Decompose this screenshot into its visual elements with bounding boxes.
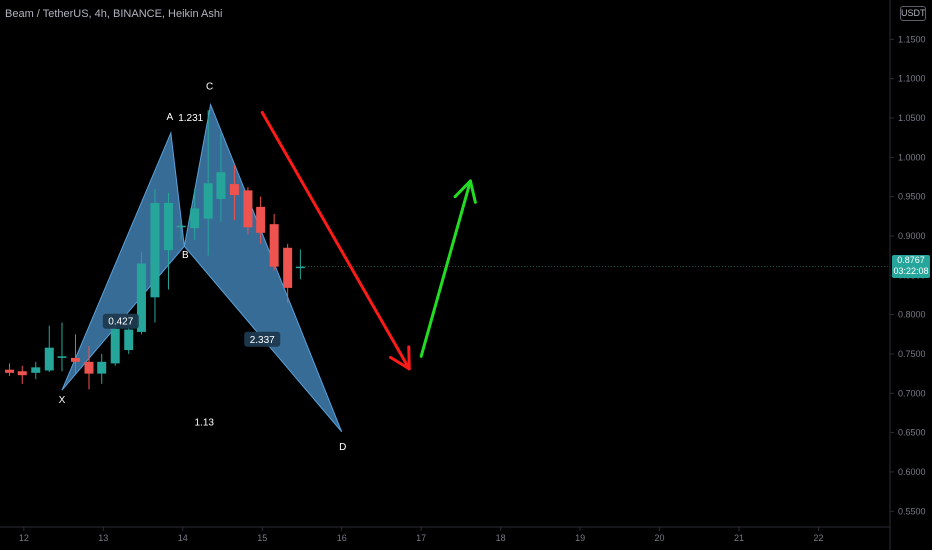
- candle-body: [203, 183, 213, 219]
- time-tick-label: 17: [416, 533, 426, 543]
- time-tick-label: 14: [178, 533, 188, 543]
- candle-body: [295, 266, 305, 269]
- price-tick-label: 1.1000: [898, 74, 926, 84]
- pattern-point-c-label: C: [206, 82, 213, 93]
- ratio-label-box: [102, 313, 139, 329]
- candle-body: [163, 202, 173, 251]
- candle-body: [5, 369, 15, 373]
- down-arrow-head: [388, 345, 411, 371]
- price-tick-label: 1.1500: [898, 34, 926, 44]
- candle-body: [70, 357, 80, 362]
- ratio-label-box: [244, 331, 281, 347]
- candle-body: [229, 184, 239, 196]
- candle-body: [176, 225, 186, 228]
- pattern-point-a-label: A: [167, 112, 174, 123]
- candle-body: [110, 328, 120, 364]
- ratio-label: 2.337: [250, 335, 275, 346]
- candle-body: [17, 371, 27, 376]
- time-tick-label: 12: [19, 533, 29, 543]
- candle-body: [256, 206, 266, 233]
- pattern-annotations: X A B C D 0.427 1.231 2.337 1.13: [59, 82, 347, 453]
- candle-body: [269, 224, 279, 267]
- time-tick-label: 18: [496, 533, 506, 543]
- time-tick-label: 16: [337, 533, 347, 543]
- candle-body: [44, 347, 54, 371]
- price-tick-label: 0.9500: [898, 192, 926, 202]
- candle-body: [84, 361, 94, 374]
- pattern-point-x-label: X: [59, 395, 66, 406]
- candlestick-series: [5, 110, 890, 390]
- time-tick-label: 19: [575, 533, 585, 543]
- ratio-label: 1.13: [194, 417, 214, 428]
- time-tick-label: 22: [813, 533, 823, 543]
- ratio-label: 0.427: [108, 317, 133, 328]
- candle-body: [150, 202, 160, 298]
- time-tick-label: 13: [98, 533, 108, 543]
- candle-body: [243, 190, 253, 228]
- candle-body: [283, 247, 293, 288]
- down-arrow-shaft: [260, 110, 411, 371]
- pattern-point-b-label: B: [182, 250, 189, 261]
- bar-countdown: 03:22:08: [893, 266, 929, 276]
- xabcd-pattern[interactable]: [61, 102, 343, 433]
- time-tick-label: 15: [257, 533, 267, 543]
- pattern-point-d-label: D: [339, 442, 346, 453]
- up-arrow-shaft: [419, 179, 472, 358]
- candle-body: [124, 329, 134, 351]
- price-tick-label: 0.7000: [898, 388, 926, 398]
- pattern-triangle-xab: [61, 131, 185, 391]
- forecast-arrows[interactable]: [260, 110, 477, 371]
- candle-body: [57, 356, 67, 358]
- ratio-label: 1.231: [178, 113, 203, 124]
- price-tick-label: 1.0000: [898, 152, 926, 162]
- up-arrow-head: [453, 179, 477, 204]
- price-tick-label: 1.0500: [898, 113, 926, 123]
- last-price-value: 0.8767: [897, 255, 925, 265]
- time-axis[interactable]: 12 13 14 15 16 17 18 19 20 21 22: [19, 527, 824, 543]
- price-tick-label: 0.9000: [898, 231, 926, 241]
- last-price-label: 0.8767 03:22:08: [892, 255, 930, 278]
- price-tick-label: 0.8000: [898, 310, 926, 320]
- price-tick-label: 0.5500: [898, 506, 926, 516]
- price-tick-label: 0.7500: [898, 349, 926, 359]
- price-tick-label: 0.6500: [898, 428, 926, 438]
- candle-body: [136, 263, 146, 332]
- candle-body: [216, 172, 226, 200]
- candle-body: [31, 367, 41, 373]
- candle-body: [97, 361, 107, 374]
- currency-button[interactable]: USDT: [900, 6, 926, 21]
- price-tick-label: 0.6000: [898, 467, 926, 477]
- symbol-title: Beam / TetherUS, 4h, BINANCE, Heikin Ash…: [5, 8, 223, 20]
- time-tick-label: 21: [734, 533, 744, 543]
- time-tick-label: 20: [655, 533, 665, 543]
- candle-body: [190, 208, 200, 229]
